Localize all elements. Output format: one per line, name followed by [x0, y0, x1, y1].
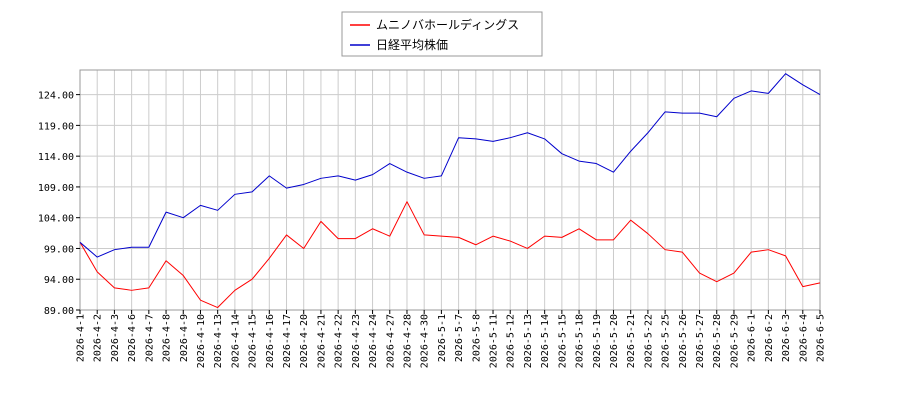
x-tick-label: 2026-5-25	[661, 314, 672, 368]
x-tick-label: 2026-6-2	[764, 314, 775, 362]
x-tick-label: 2026-4-16	[265, 314, 276, 368]
grid-lines	[79, 70, 821, 311]
x-tick-label: 2026-6-3	[781, 314, 792, 362]
x-tick-label: 2026-4-7	[144, 314, 155, 362]
x-axis: 2026-4-1 2026-4-2 2026-4-3 2026-4-6 2026-4-7…	[76, 310, 827, 368]
x-tick-label: 2026-5-29	[729, 314, 740, 368]
x-tick-label: 2026-5-15	[557, 314, 568, 368]
x-tick-label: 2026-4-14	[230, 314, 241, 368]
x-tick-label: 2026-4-9	[179, 314, 190, 362]
x-tick-label: 2026-5-28	[712, 314, 723, 368]
x-tick-label: 2026-4-3	[110, 314, 121, 362]
x-tick-label: 2026-4-20	[299, 314, 310, 368]
x-tick-label: 2026-4-8	[162, 314, 173, 362]
y-tick-label: 109.00	[38, 183, 74, 194]
x-tick-label: 2026-4-28	[402, 314, 413, 368]
x-tick-label: 2026-4-21	[316, 314, 327, 368]
y-tick-label: 119.00	[38, 121, 74, 132]
x-tick-label: 2026-5-18	[575, 314, 586, 368]
plot-area-frame	[79, 69, 821, 311]
x-tick-label: 2026-5-27	[695, 314, 706, 368]
x-tick-label: 2026-5-8	[471, 314, 482, 362]
x-tick-label: 2026-5-14	[540, 314, 551, 368]
x-tick-label: 2026-4-6	[127, 314, 138, 362]
x-tick-label: 2026-6-1	[747, 314, 758, 362]
x-tick-label: 2026-5-1	[437, 314, 448, 362]
x-tick-label: 2026-5-7	[454, 314, 465, 362]
x-tick-label: 2026-4-27	[385, 314, 396, 368]
x-tick-label: 2026-5-26	[678, 314, 689, 368]
x-tick-label: 2026-4-1	[76, 314, 87, 362]
x-tick-label: 2026-4-22	[334, 314, 345, 368]
x-tick-label: 2026-5-11	[489, 314, 500, 368]
y-tick-label: 94.00	[44, 275, 74, 286]
x-tick-label: 2026-4-23	[351, 314, 362, 368]
x-tick-label: 2026-6-5	[816, 314, 827, 362]
x-tick-label: 2026-4-13	[213, 314, 224, 368]
x-tick-label: 2026-4-10	[196, 314, 207, 368]
legend-box	[341, 11, 543, 57]
x-tick-label: 2026-4-17	[282, 314, 293, 368]
y-tick-label: 99.00	[44, 244, 74, 255]
y-tick-label: 114.00	[38, 152, 74, 163]
x-tick-label: 2026-5-21	[626, 314, 637, 368]
x-tick-label: 2026-4-15	[248, 314, 259, 368]
y-axis: 89.00 94.00 99.00 104.00 109.00 114.00 119.00 1…	[38, 91, 80, 317]
x-tick-label: 2026-5-13	[523, 314, 534, 368]
series-line-1	[79, 201, 821, 309]
x-tick-label: 2026-5-19	[592, 314, 603, 368]
legend: ムニノバホールディングス 日経平均株価	[341, 11, 543, 57]
series-line-2	[79, 73, 821, 258]
y-tick-label: 89.00	[44, 306, 74, 317]
legend-label-series-2: 日経平均株価	[376, 37, 448, 52]
x-tick-label: 2026-4-30	[420, 314, 431, 368]
x-tick-label: 2026-4-24	[368, 314, 379, 368]
x-tick-label: 2026-5-20	[609, 314, 620, 368]
y-tick-label: 124.00	[38, 91, 74, 102]
x-tick-label: 2026-5-22	[643, 314, 654, 368]
x-tick-label: 2026-5-12	[506, 314, 517, 368]
legend-label-series-1: ムニノバホールディングス	[376, 17, 519, 32]
x-tick-label: 2026-4-2	[93, 314, 104, 362]
x-tick-label: 2026-6-4	[798, 314, 809, 362]
series-layer	[79, 73, 821, 309]
y-tick-label: 104.00	[38, 214, 74, 225]
